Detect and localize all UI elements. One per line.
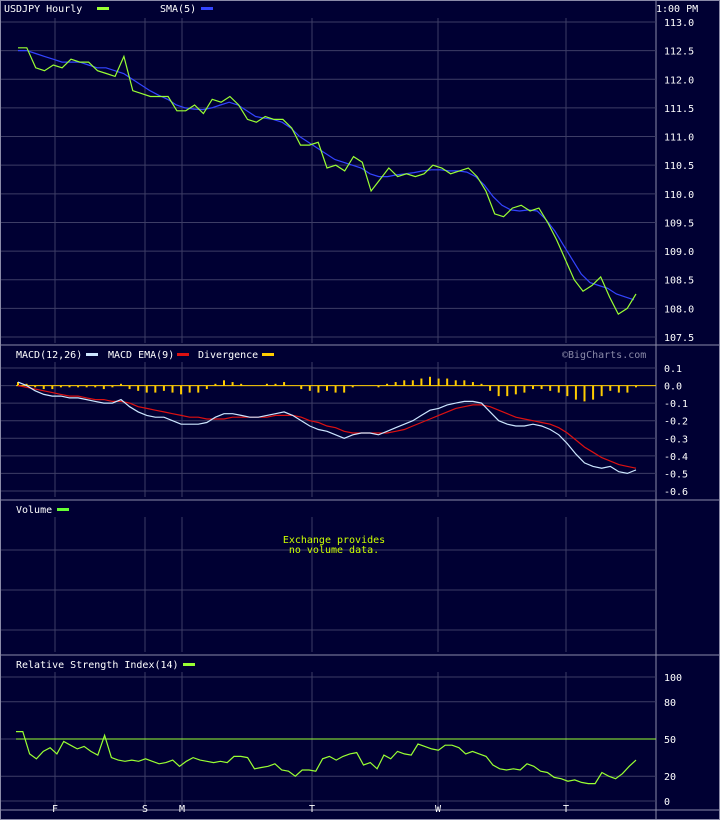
y-tick-label: 109.0 bbox=[664, 247, 694, 258]
y-tick-label: -0.4 bbox=[664, 452, 688, 463]
macd-ema-series-line bbox=[17, 385, 637, 469]
y-tick-label: 107.5 bbox=[664, 333, 694, 344]
macd-legend-swatch bbox=[86, 353, 98, 356]
y-tick-label: 0 bbox=[664, 797, 670, 808]
y-tick-label: 110.0 bbox=[664, 190, 694, 201]
y-tick-label: 80 bbox=[664, 698, 676, 709]
y-tick-label: 0.0 bbox=[664, 382, 682, 393]
y-tick-label: 20 bbox=[664, 772, 676, 783]
y-tick-label: 111.0 bbox=[664, 133, 694, 144]
y-tick-label: 109.5 bbox=[664, 218, 694, 229]
divergence-legend-label: Divergence bbox=[198, 350, 258, 361]
y-tick-label: -0.5 bbox=[664, 469, 688, 480]
sma-legend-swatch bbox=[201, 7, 213, 10]
volume-message-line2: no volume data. bbox=[289, 545, 379, 556]
volume-title: Volume bbox=[16, 505, 52, 516]
y-tick-label: -0.6 bbox=[664, 487, 688, 498]
y-tick-label: 100 bbox=[664, 673, 682, 684]
y-tick-label: 50 bbox=[664, 735, 676, 746]
x-day-label: S bbox=[142, 804, 148, 815]
volume-legend-swatch bbox=[57, 508, 69, 511]
sma-legend-label: SMA(5) bbox=[160, 4, 196, 15]
macd-ema-legend-label: MACD EMA(9) bbox=[108, 350, 174, 361]
y-tick-label: 108.0 bbox=[664, 304, 694, 315]
rsi-series-line bbox=[16, 730, 637, 785]
y-tick-label: 110.5 bbox=[664, 161, 694, 172]
y-tick-label: 111.5 bbox=[664, 104, 694, 115]
y-tick-label: 112.0 bbox=[664, 75, 694, 86]
y-tick-label: 112.5 bbox=[664, 47, 694, 58]
x-day-label: T bbox=[309, 804, 315, 815]
x-day-label: T bbox=[563, 804, 569, 815]
rsi-title: Relative Strength Index(14) bbox=[16, 660, 179, 671]
y-tick-label: -0.1 bbox=[664, 399, 688, 410]
y-tick-label: -0.2 bbox=[664, 417, 688, 428]
macd-series-line bbox=[17, 381, 637, 475]
volume-message-line1: Exchange provides bbox=[283, 535, 385, 546]
watermark: ©BigCharts.com bbox=[562, 350, 646, 361]
macd-ema-legend-swatch bbox=[177, 353, 189, 356]
y-tick-label: -0.3 bbox=[664, 434, 688, 445]
price-legend-swatch bbox=[97, 7, 109, 10]
macd-title: MACD(12,26) bbox=[16, 350, 82, 361]
y-tick-label: 0.1 bbox=[664, 364, 682, 375]
x-day-label: F bbox=[52, 804, 58, 815]
price-title: USDJPY Hourly bbox=[4, 4, 82, 15]
axis-layer: 107.5 108.0 108.5 109.0 109.5 110.0 110.5 111.0… bbox=[52, 18, 694, 815]
y-tick-label: 108.5 bbox=[664, 276, 694, 287]
divergence-legend-swatch bbox=[262, 353, 274, 356]
y-tick-label: 113.0 bbox=[664, 18, 694, 29]
x-day-label: W bbox=[435, 804, 442, 815]
rsi-legend-swatch bbox=[183, 663, 195, 666]
x-day-label: M bbox=[179, 804, 185, 815]
price-series-line bbox=[18, 47, 637, 315]
marks-layer bbox=[16, 47, 656, 785]
time-label: 1:00 PM bbox=[656, 4, 698, 15]
